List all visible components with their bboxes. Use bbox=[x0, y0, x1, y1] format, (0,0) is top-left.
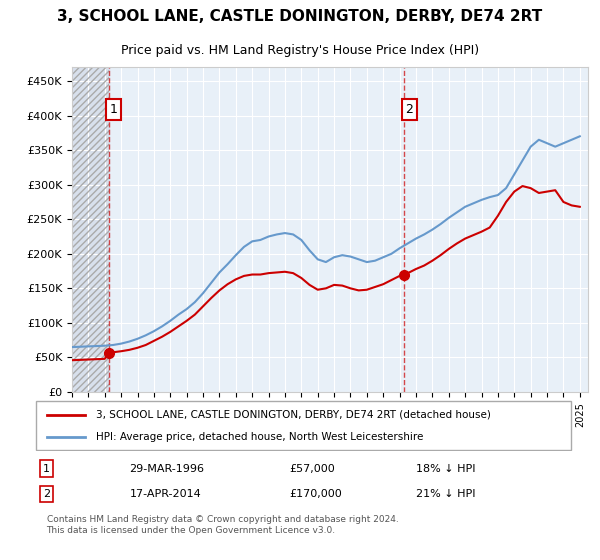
Text: 2: 2 bbox=[406, 103, 413, 116]
Text: Price paid vs. HM Land Registry's House Price Index (HPI): Price paid vs. HM Land Registry's House … bbox=[121, 44, 479, 57]
Text: 1: 1 bbox=[110, 103, 118, 116]
Text: 18% ↓ HPI: 18% ↓ HPI bbox=[416, 464, 476, 474]
Text: 1: 1 bbox=[43, 464, 50, 474]
Text: HPI: Average price, detached house, North West Leicestershire: HPI: Average price, detached house, Nort… bbox=[96, 432, 424, 442]
Text: £170,000: £170,000 bbox=[289, 489, 342, 499]
Text: 2: 2 bbox=[43, 489, 50, 499]
Text: 3, SCHOOL LANE, CASTLE DONINGTON, DERBY, DE74 2RT (detached house): 3, SCHOOL LANE, CASTLE DONINGTON, DERBY,… bbox=[96, 409, 491, 419]
Text: 29-MAR-1996: 29-MAR-1996 bbox=[130, 464, 205, 474]
FancyBboxPatch shape bbox=[35, 402, 571, 450]
Text: 17-APR-2014: 17-APR-2014 bbox=[130, 489, 201, 499]
Text: £57,000: £57,000 bbox=[289, 464, 335, 474]
Text: 21% ↓ HPI: 21% ↓ HPI bbox=[416, 489, 476, 499]
Bar bbox=[72, 67, 109, 392]
Text: 3, SCHOOL LANE, CASTLE DONINGTON, DERBY, DE74 2RT: 3, SCHOOL LANE, CASTLE DONINGTON, DERBY,… bbox=[58, 10, 542, 24]
Bar bbox=[72, 67, 109, 392]
Text: Contains HM Land Registry data © Crown copyright and database right 2024.
This d: Contains HM Land Registry data © Crown c… bbox=[47, 515, 398, 535]
